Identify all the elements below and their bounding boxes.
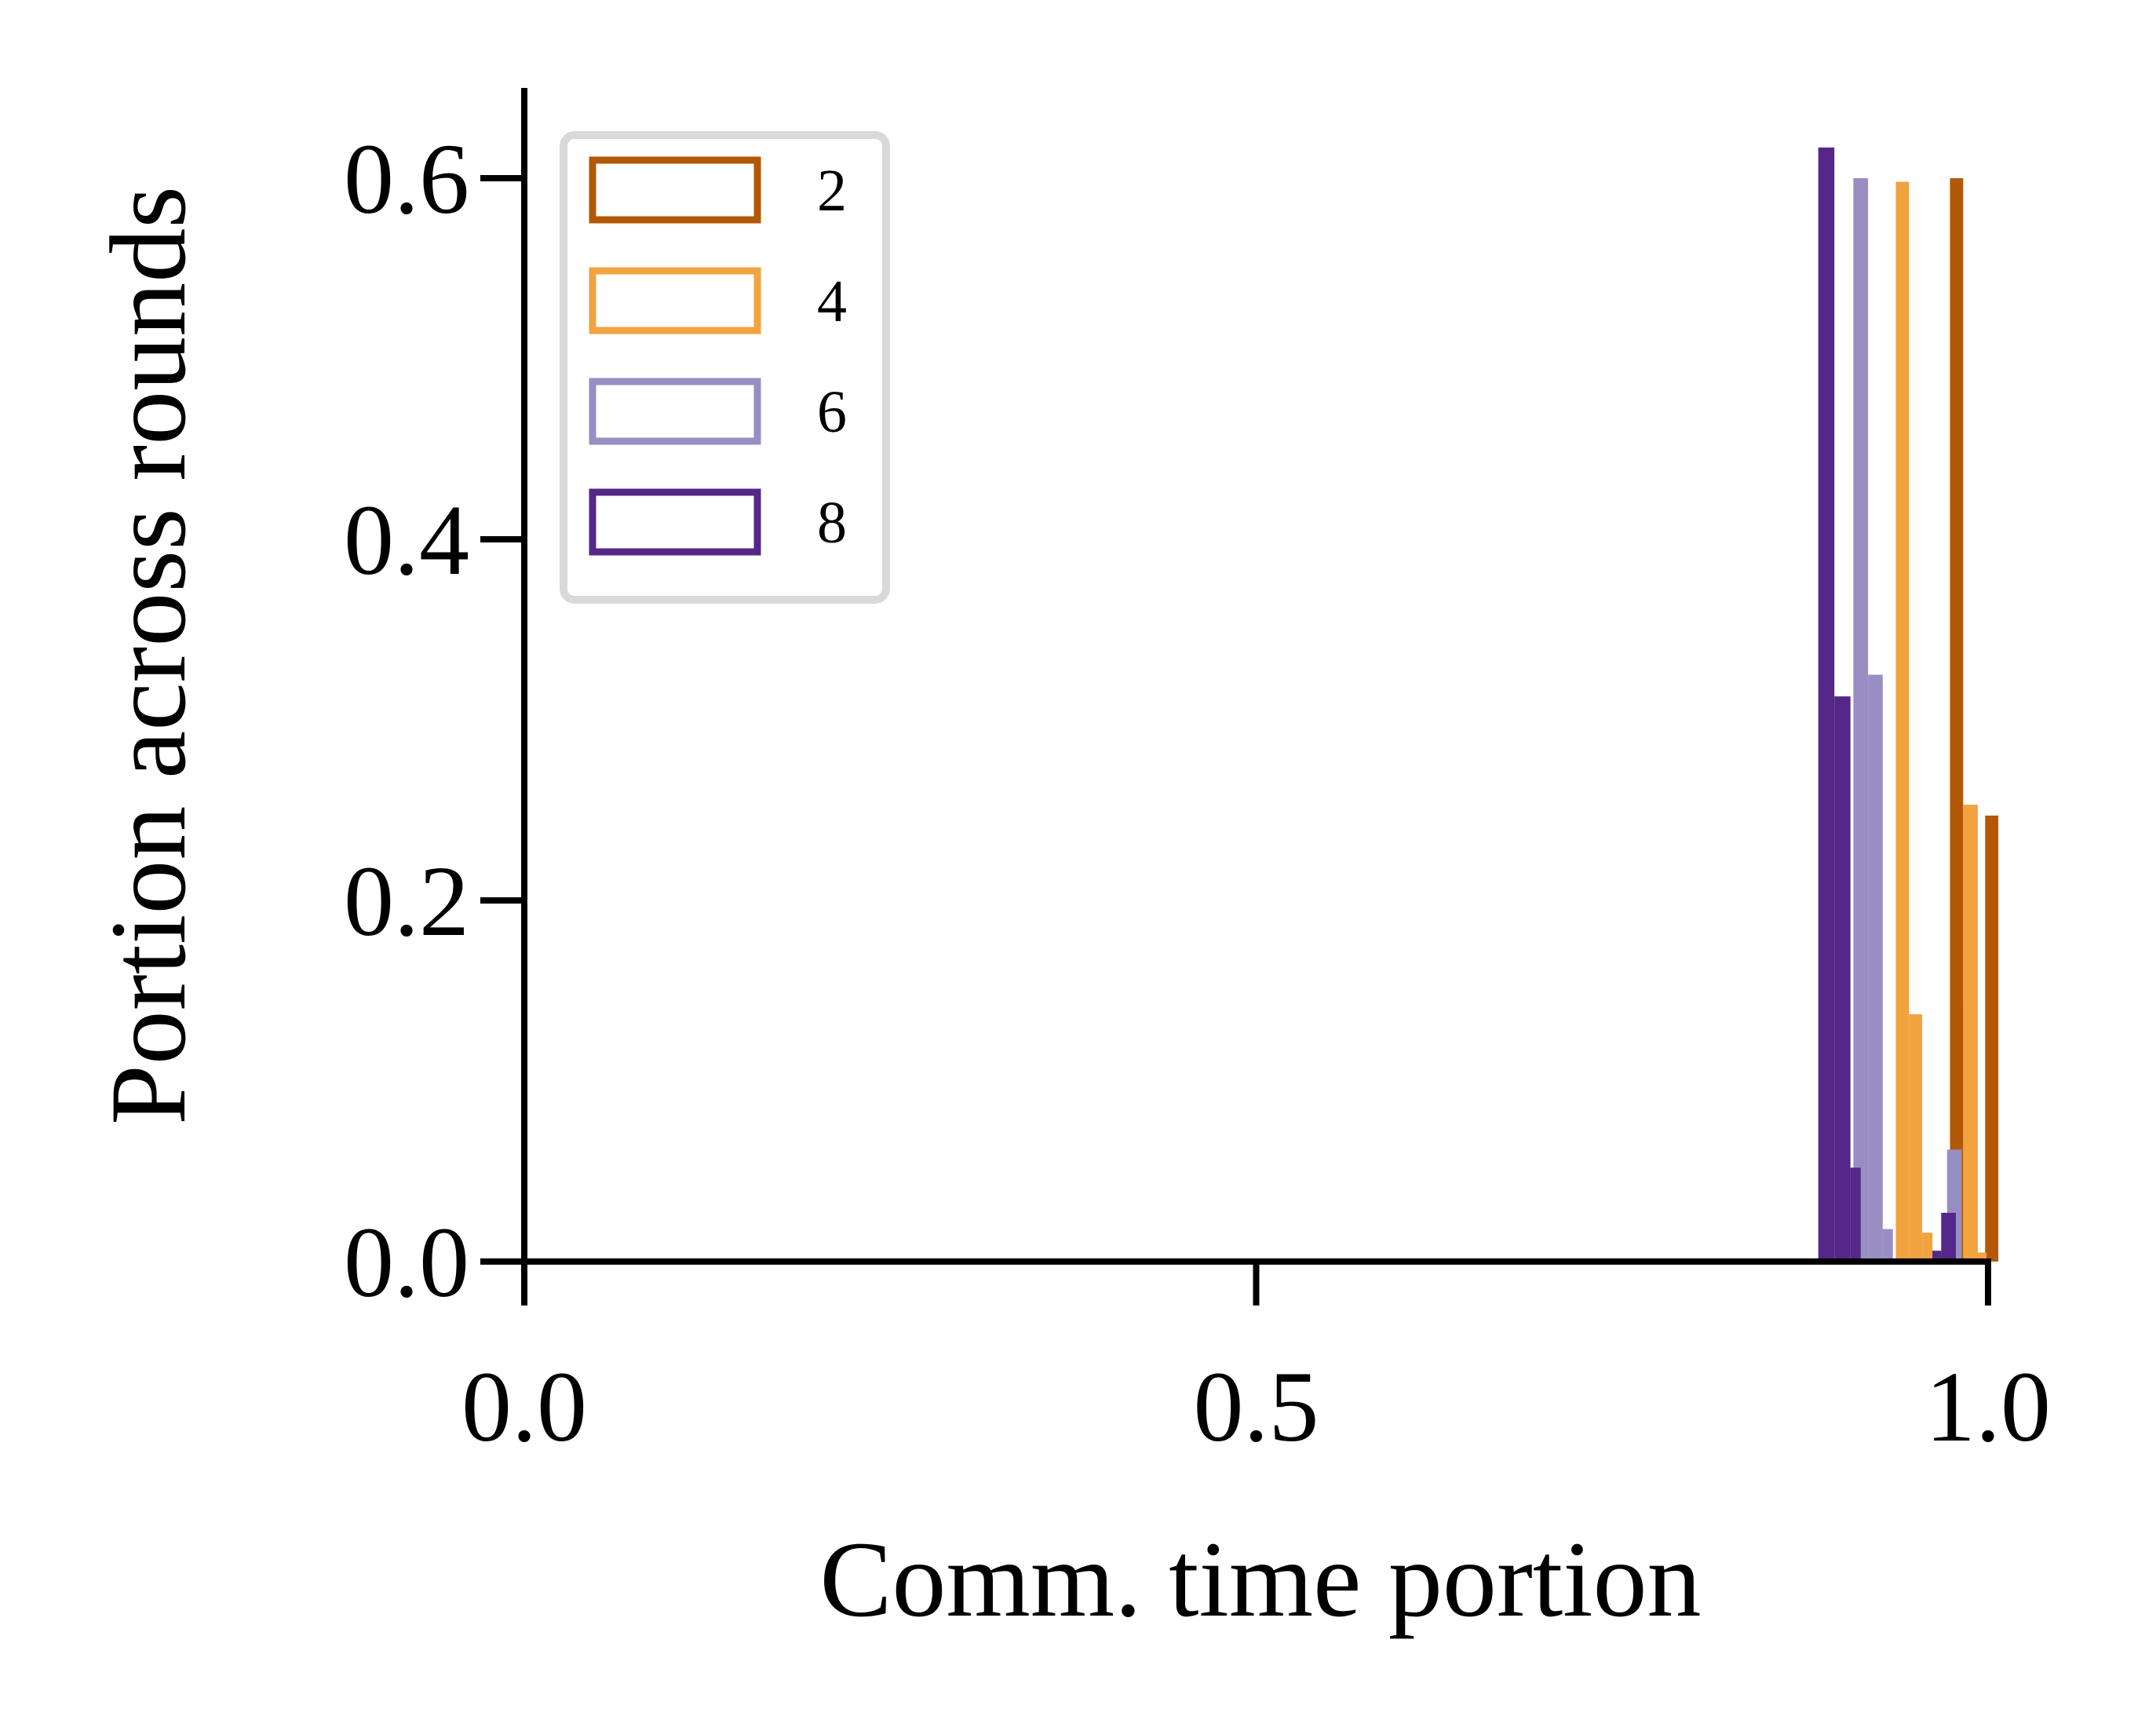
x-tick-label-2: 1.0 [1925,1351,2051,1463]
x-tick-label-1: 0.5 [1194,1351,1319,1463]
bar-series-4-bin-2 [1922,1233,1933,1262]
bar-series-4-bin-0 [1895,181,1910,1262]
legend-swatch-6 [589,378,761,445]
y-tick-label-1: 0.2 [344,845,469,957]
bar-series-8-bin-4 [1941,1212,1956,1262]
bar-series-8-bin-0 [1818,147,1835,1262]
bar-series-6-bin-2 [1882,1229,1893,1262]
bar-series-8-bin-1 [1834,696,1851,1262]
y-axis-title: Portion across rounds [88,186,208,1125]
bar-series-8-bin-3 [1932,1251,1942,1262]
bars-layer [1818,147,1999,1262]
bar-series-6-bin-0 [1853,178,1869,1262]
legend-label-4: 4 [817,268,847,334]
bar-series-6-bin-1 [1868,674,1883,1262]
bar-series-4-bin-3 [1963,805,1978,1262]
x-tick-label-0: 0.0 [461,1351,587,1463]
bar-series-2-bin-1 [1950,178,1964,1262]
legend-label-8: 8 [817,490,847,556]
bar-series-4-bin-4 [1977,1252,1987,1262]
axes: 0.0 0.2 0.4 0.6 0.0 0.5 1.0 [344,88,2051,1463]
legend: 2 4 6 8 [560,131,890,604]
legend-swatch-2 [589,156,761,224]
y-tick-label-0: 0.0 [344,1207,469,1318]
bar-series-4-bin-1 [1909,1013,1923,1262]
bar-series-8-bin-2 [1850,1167,1861,1262]
y-tick-label-2: 0.4 [344,484,469,596]
legend-frame [560,131,890,604]
legend-swatch-4 [589,267,761,334]
bar-series-2-bin-4 [1985,815,1999,1262]
legend-label-6: 6 [817,379,847,445]
legend-swatch-8 [589,488,761,556]
legend-label-2: 2 [817,158,847,224]
y-tick-label-3: 0.6 [344,123,469,235]
x-axis-title: Comm. time portion [819,1519,1701,1639]
